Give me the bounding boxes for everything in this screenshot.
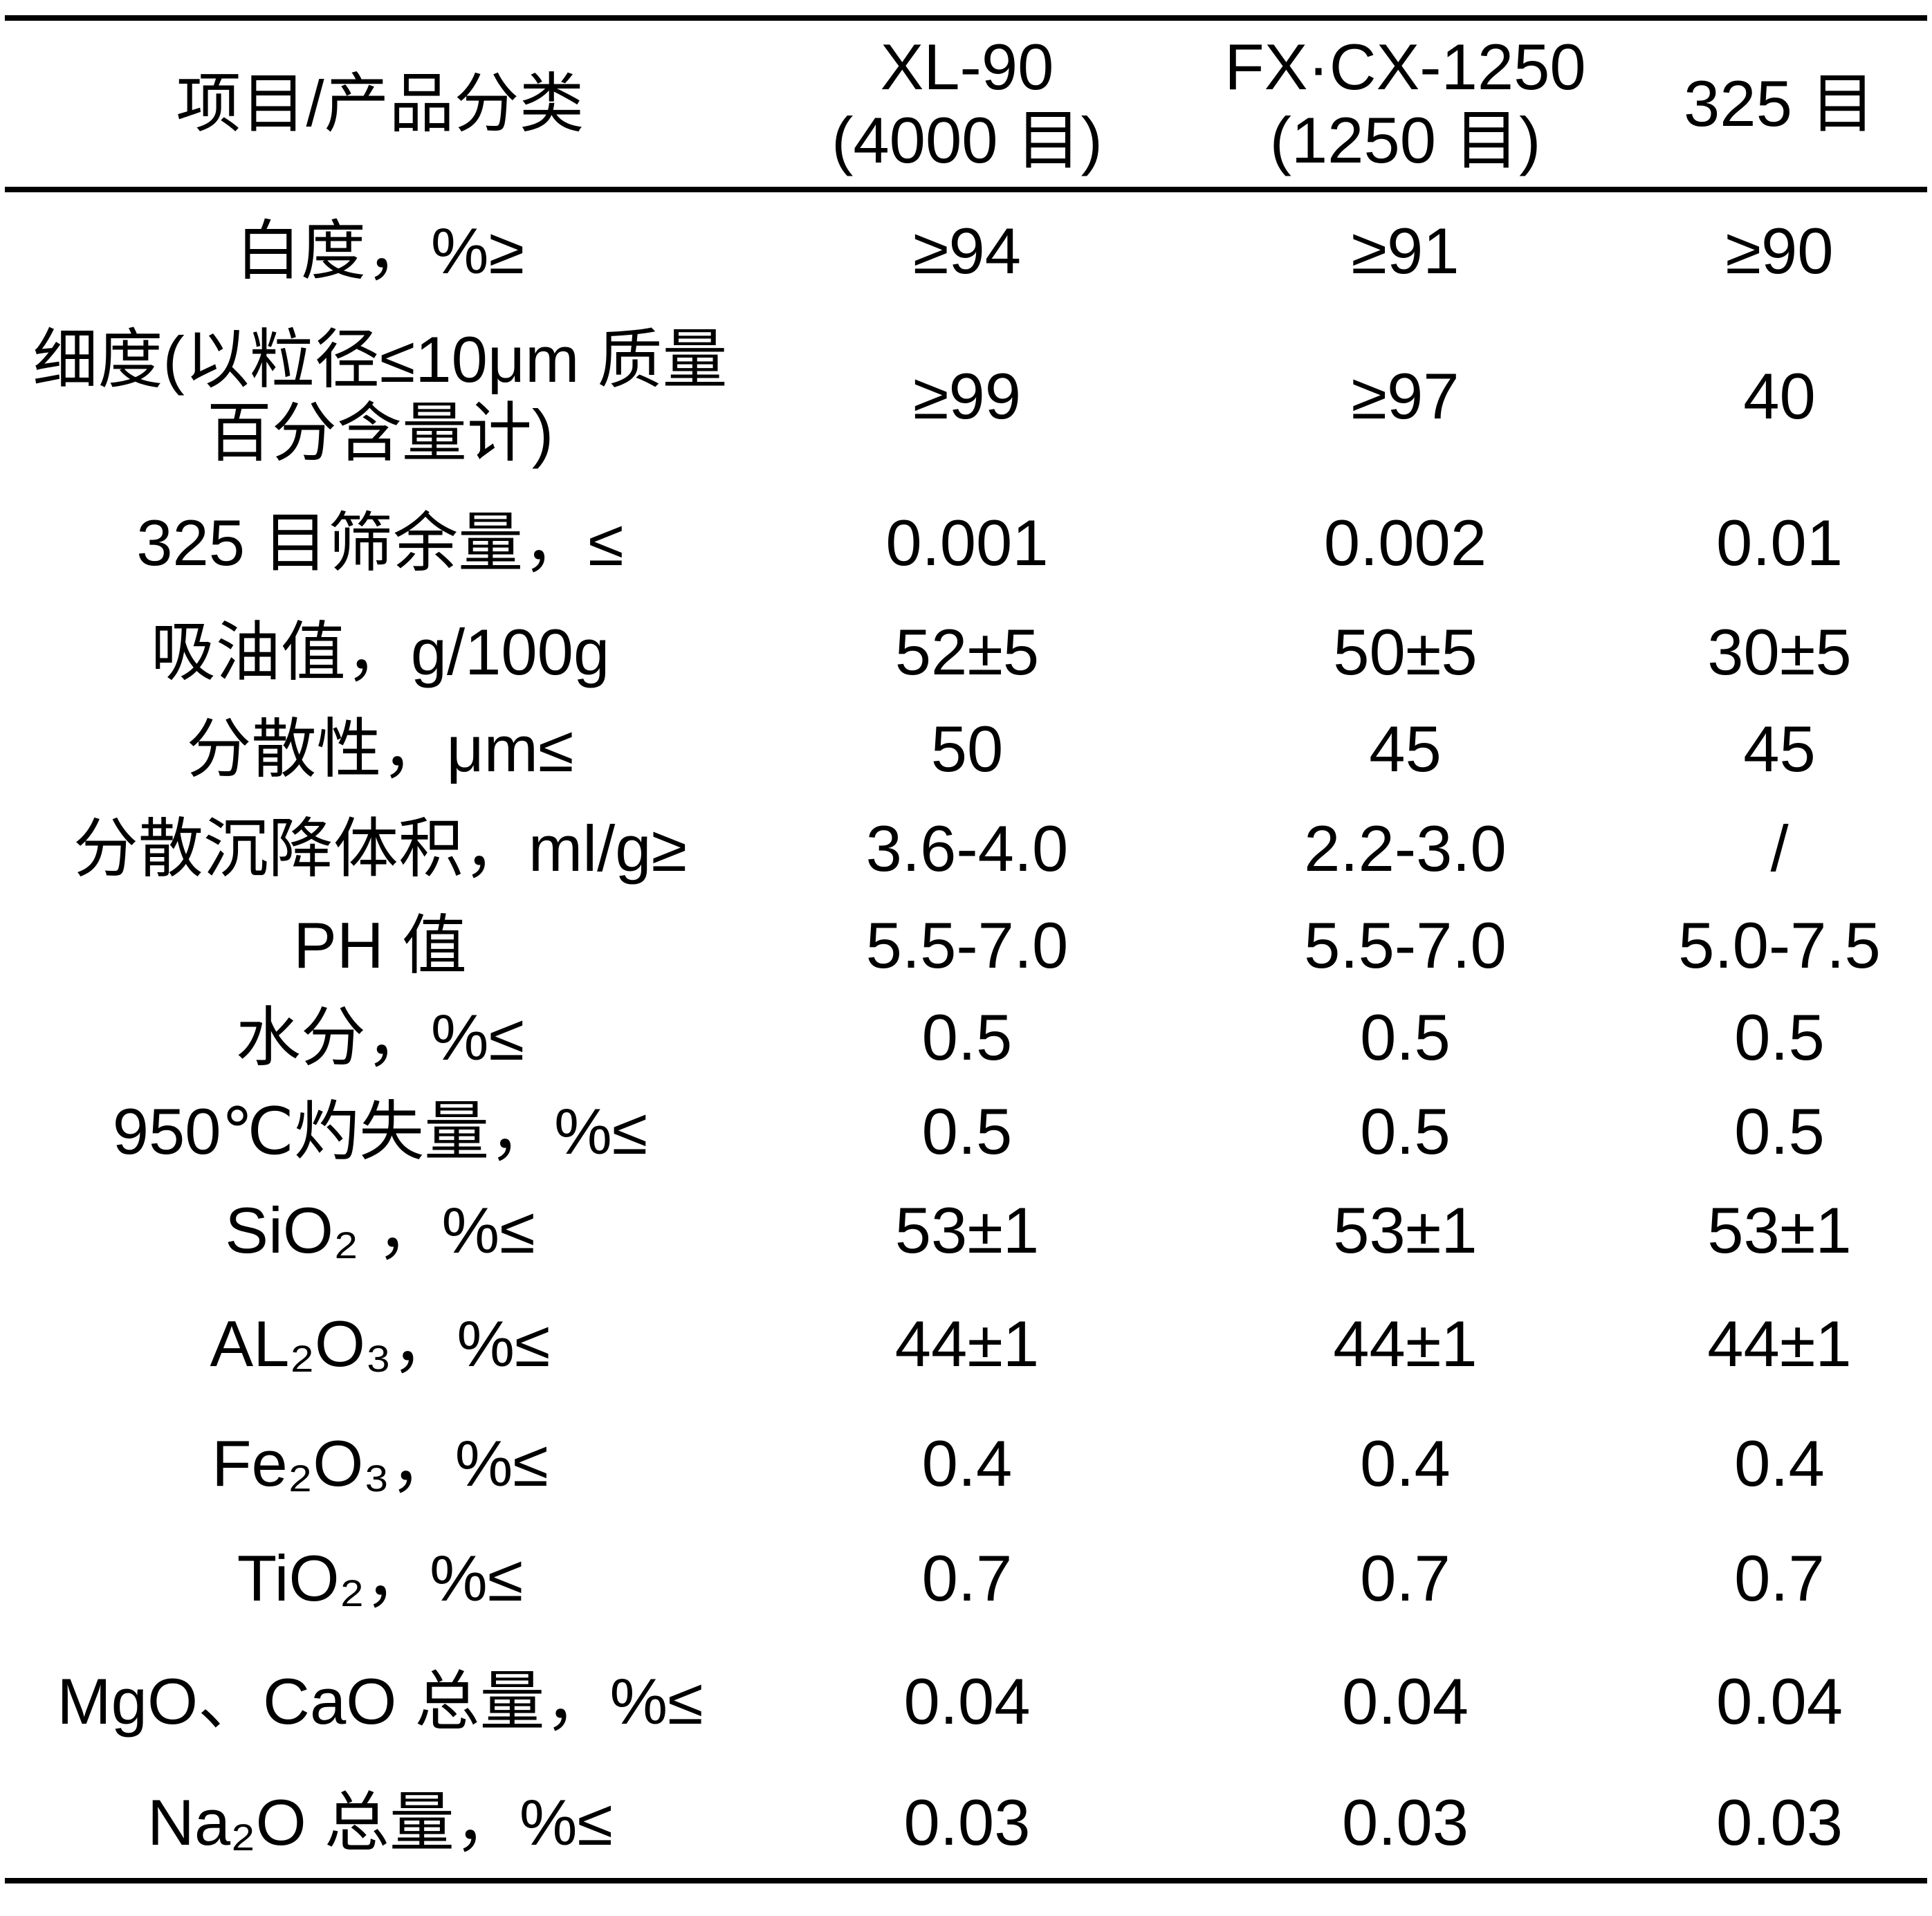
cell-value: 0.001 [885, 506, 1049, 580]
row-label: 分散沉降体积，ml/g≥ [73, 811, 688, 885]
row-label: AL₂O₃，%≤ [210, 1307, 551, 1380]
row-label: 细度(以粒径≤10μm 质量 百分含量计) [33, 322, 728, 469]
row-sio2: SiO₂ ，%≤ 53±1 53±1 53±1 [5, 1179, 1927, 1282]
cell-value: 5.5-7.0 [865, 908, 1069, 982]
cell-value: ≥94 [912, 214, 1022, 287]
row-fe2o3: Fe₂O₃，%≤ 0.4 0.4 0.4 [5, 1406, 1927, 1521]
cell-value: 45 [1369, 712, 1442, 785]
cell-value: 0.04 [1716, 1664, 1843, 1738]
row-ph-value: PH 值 5.5-7.0 5.5-7.0 5.0-7.5 [5, 900, 1927, 991]
cell-value: 53±1 [894, 1193, 1040, 1266]
cell-value: 0.7 [921, 1541, 1013, 1614]
spec-sheet-page: 项目/产品分类 XL-90 (4000 目) FX·CX-1250 (1250 … [0, 15, 1932, 1916]
cell-value: 44±1 [1333, 1307, 1478, 1380]
cell-value: 44±1 [894, 1307, 1040, 1380]
cell-value: 0.5 [1360, 1000, 1451, 1074]
cell-value: 5.5-7.0 [1304, 908, 1507, 982]
row-label: Na₂O 总量，%≤ [147, 1785, 614, 1859]
cell-value: 45 [1743, 712, 1816, 785]
cell-value: 0.002 [1323, 506, 1487, 580]
cell-value: 0.4 [921, 1426, 1013, 1500]
header-product-fxcx1250: FX·CX-1250 (1250 目) [1179, 18, 1632, 192]
cell-value: 0.5 [921, 1094, 1013, 1168]
cell-value: ≥99 [912, 359, 1022, 432]
row-label: PH 值 [293, 908, 467, 982]
row-whiteness: 白度，%≥ ≥94 ≥91 ≥90 [5, 190, 1927, 310]
row-label: TiO₂，%≤ [237, 1541, 524, 1614]
cell-value: 0.7 [1734, 1541, 1825, 1614]
header-product-325mesh: 325 目 [1632, 18, 1927, 192]
cell-value: 0.7 [1360, 1541, 1451, 1614]
header-item-category: 项目/产品分类 [5, 18, 755, 192]
cell-value: ≥97 [1351, 359, 1460, 432]
cell-value: 3.6-4.0 [865, 811, 1069, 885]
product-spec-table: 项目/产品分类 XL-90 (4000 目) FX·CX-1250 (1250 … [5, 15, 1927, 1883]
cell-value: 0.4 [1734, 1426, 1825, 1500]
cell-value: 0.01 [1716, 506, 1843, 580]
cell-value: 44±1 [1707, 1307, 1852, 1380]
row-label: MgO、CaO 总量，%≤ [57, 1664, 703, 1738]
cell-value: 2.2-3.0 [1304, 811, 1507, 885]
cell-value: 30±5 [1707, 615, 1852, 688]
row-fineness: 细度(以粒径≤10μm 质量 百分含量计) ≥99 ≥97 40 [5, 310, 1927, 483]
cell-value: 0.5 [1734, 1000, 1825, 1074]
cell-value: / [1770, 811, 1789, 885]
row-sieve-residue-325mesh: 325 目筛余量，≤ 0.001 0.002 0.01 [5, 483, 1927, 604]
header-product-xl90: XL-90 (4000 目) [755, 18, 1179, 192]
row-label: 分散性，μm≤ [186, 712, 574, 785]
cell-value: 0.04 [1342, 1664, 1469, 1738]
cell-value: 0.4 [1360, 1426, 1451, 1500]
cell-value: 0.03 [903, 1785, 1031, 1859]
cell-value: 40 [1743, 359, 1816, 432]
cell-value: 0.5 [1734, 1094, 1825, 1168]
row-moisture: 水分，%≤ 0.5 0.5 0.5 [5, 991, 1927, 1084]
row-label: 吸油值，g/100g [150, 615, 610, 688]
cell-value: 5.0-7.5 [1678, 908, 1881, 982]
cell-value: 0.5 [921, 1000, 1013, 1074]
row-dispersion-sedimentation-volume: 分散沉降体积，ml/g≥ 3.6-4.0 2.2-3.0 / [5, 798, 1927, 900]
row-na2o-total: Na₂O 总量，%≤ 0.03 0.03 0.03 [5, 1767, 1927, 1881]
header-row: 项目/产品分类 XL-90 (4000 目) FX·CX-1250 (1250 … [5, 18, 1927, 192]
cell-value: 0.04 [903, 1664, 1031, 1738]
row-dispersibility: 分散性，μm≤ 50 45 45 [5, 701, 1927, 798]
cell-value: 0.5 [1360, 1094, 1451, 1168]
cell-value: 53±1 [1333, 1193, 1478, 1266]
row-label: Fe₂O₃，%≤ [212, 1426, 549, 1500]
row-al2o3: AL₂O₃，%≤ 44±1 44±1 44±1 [5, 1282, 1927, 1406]
row-label: SiO₂ ，%≤ [225, 1193, 535, 1266]
row-oil-absorption: 吸油值，g/100g 52±5 50±5 30±5 [5, 604, 1927, 701]
cell-value: 0.03 [1342, 1785, 1469, 1859]
cell-value: 50 [930, 712, 1004, 785]
row-label: 白度，%≥ [235, 214, 525, 287]
cell-value: ≥91 [1351, 214, 1460, 287]
cell-value: 50±5 [1333, 615, 1478, 688]
cell-value: 52±5 [894, 615, 1040, 688]
row-ignition-loss-950c: 950℃灼失量，%≤ 0.5 0.5 0.5 [5, 1084, 1927, 1179]
cell-value: 53±1 [1707, 1193, 1852, 1266]
cell-value: 0.03 [1716, 1785, 1843, 1859]
row-mgo-cao-total: MgO、CaO 总量，%≤ 0.04 0.04 0.04 [5, 1636, 1927, 1767]
row-label: 水分，%≤ [235, 1000, 525, 1074]
row-label: 325 目筛余量，≤ [136, 506, 624, 580]
row-label: 950℃灼失量，%≤ [112, 1094, 648, 1168]
cell-value: ≥90 [1725, 214, 1834, 287]
row-tio2: TiO₂，%≤ 0.7 0.7 0.7 [5, 1521, 1927, 1636]
